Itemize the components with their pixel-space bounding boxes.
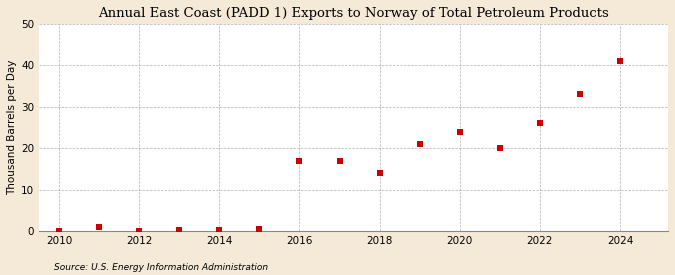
Point <box>414 142 425 146</box>
Point <box>614 59 625 64</box>
Text: Source: U.S. Energy Information Administration: Source: U.S. Energy Information Administ… <box>54 263 268 272</box>
Point <box>454 130 465 134</box>
Point <box>174 228 185 232</box>
Title: Annual East Coast (PADD 1) Exports to Norway of Total Petroleum Products: Annual East Coast (PADD 1) Exports to No… <box>98 7 609 20</box>
Point <box>214 227 225 232</box>
Point <box>535 121 545 126</box>
Point <box>494 146 505 150</box>
Point <box>294 158 305 163</box>
Y-axis label: Thousand Barrels per Day: Thousand Barrels per Day <box>7 60 17 195</box>
Point <box>334 158 345 163</box>
Point <box>574 92 585 97</box>
Point <box>54 229 65 233</box>
Point <box>134 229 144 233</box>
Point <box>254 227 265 231</box>
Point <box>374 171 385 175</box>
Point <box>94 225 105 229</box>
